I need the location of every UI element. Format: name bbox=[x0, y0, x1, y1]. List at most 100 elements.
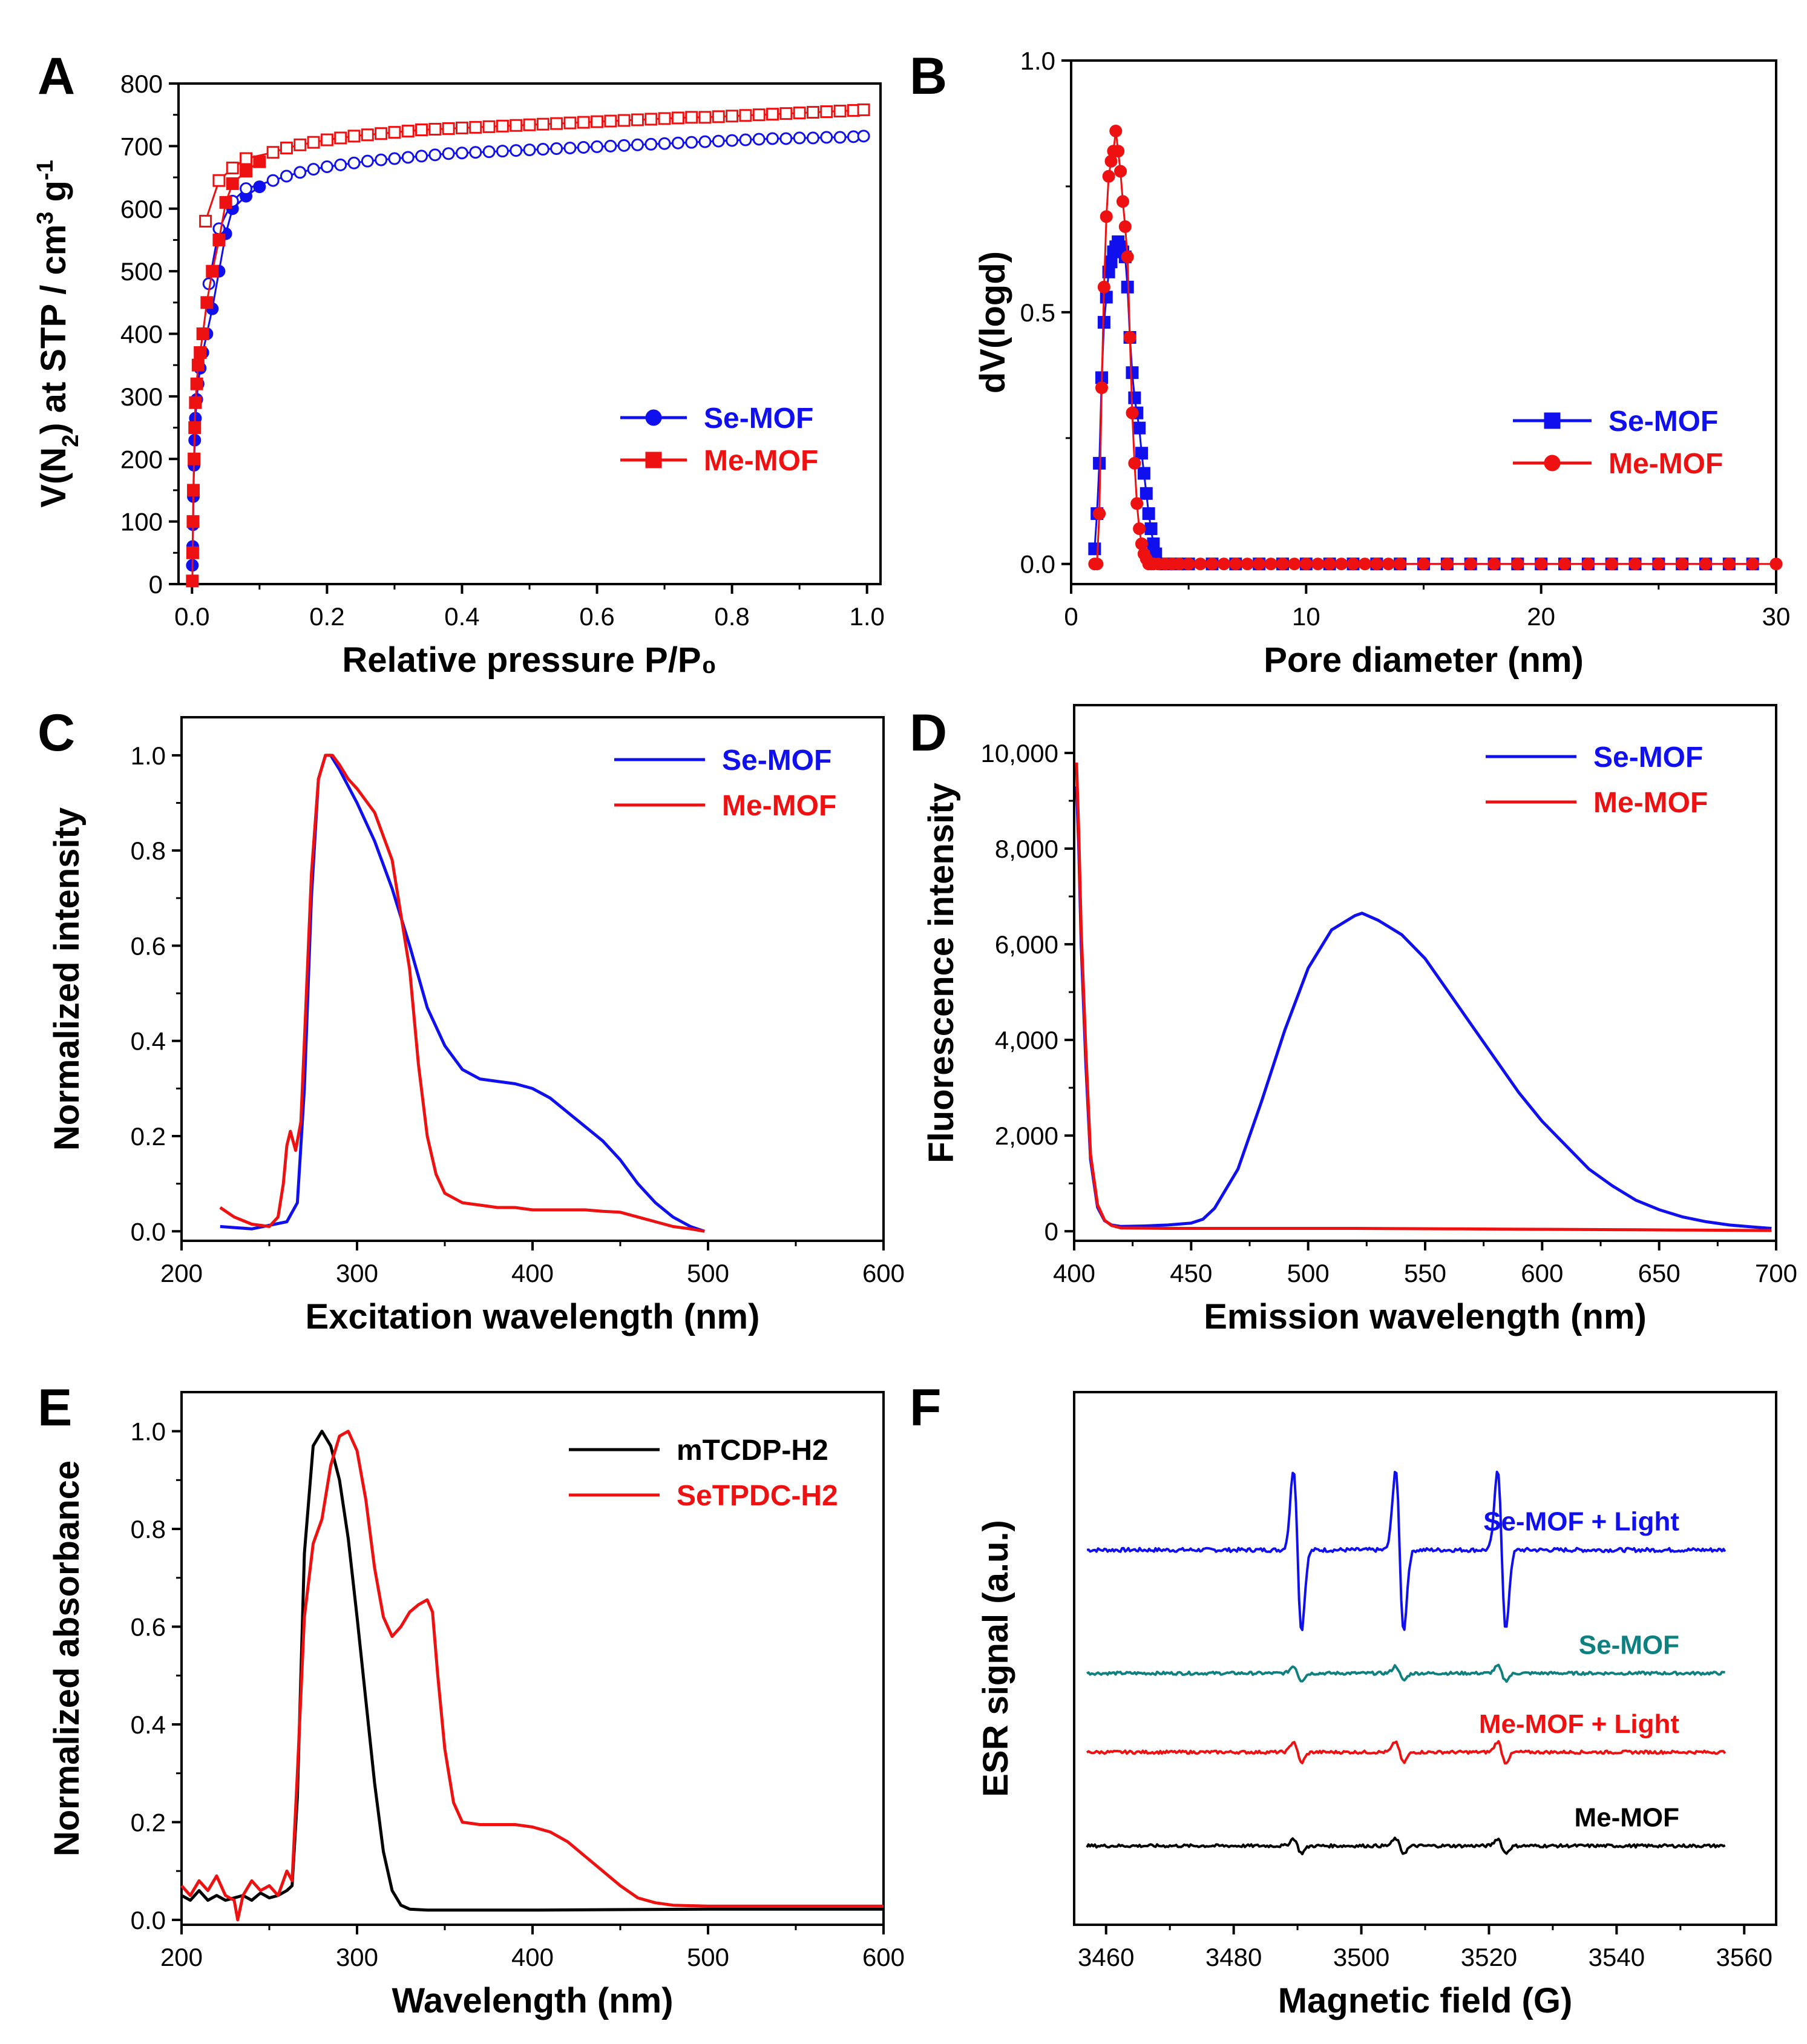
data-point-Me-MOF-desorption bbox=[577, 116, 590, 129]
data-point-Se-MOF-desorption bbox=[739, 133, 752, 146]
data-point-Me-MOF-desorption bbox=[604, 114, 617, 128]
data-point-Me-MOF-desorption bbox=[766, 108, 779, 121]
data-point-Se-MOF bbox=[1142, 507, 1155, 521]
data-point-Me-MOF-desorption bbox=[631, 113, 644, 127]
data-point-Me-MOF-desorption bbox=[833, 104, 847, 117]
x-tick-label-F: 3500 bbox=[1333, 1943, 1389, 1971]
data-point-Se-MOF bbox=[1137, 467, 1150, 480]
x-tick-label-B: 30 bbox=[1762, 602, 1791, 631]
data-point-Me-MOF-adsorption bbox=[188, 421, 202, 435]
x-tick-label-F: 3460 bbox=[1078, 1943, 1134, 1971]
data-point-Me-MOF-desorption bbox=[428, 122, 442, 136]
legend-marker-1 bbox=[1544, 455, 1561, 472]
data-point-Se-MOF-desorption bbox=[496, 145, 509, 158]
x-tick-label-D: 500 bbox=[1287, 1259, 1330, 1287]
y-axis-title-part: V(N bbox=[34, 447, 73, 508]
data-point-Me-MOF-desorption bbox=[280, 141, 293, 154]
data-point-Me-MOF-desorption bbox=[442, 122, 455, 135]
data-point-Se-MOF-desorption bbox=[347, 156, 361, 169]
legend-marker-0 bbox=[1544, 412, 1561, 429]
data-point-Se-MOF-desorption bbox=[455, 146, 468, 160]
data-point-Me-MOF-adsorption bbox=[188, 452, 201, 465]
data-point-Me-MOF-desorption bbox=[375, 127, 388, 140]
data-point-Me-MOF-adsorption bbox=[219, 196, 232, 209]
data-point-Se-MOF-desorption bbox=[469, 146, 482, 159]
data-point-Se-MOF-desorption bbox=[442, 147, 455, 160]
panel-F: F 3460 3480 3500 3520 3540 3560 Magnetic field … bbox=[910, 1379, 1777, 2020]
x-axis-title-A: Relative pressure P/P₀ bbox=[342, 640, 717, 680]
data-point-Se-MOF-desorption bbox=[698, 135, 712, 148]
y-tick-label-A: 300 bbox=[120, 383, 163, 411]
data-point-Me-MOF-adsorption bbox=[190, 377, 203, 390]
legend-marker-0 bbox=[645, 409, 662, 426]
x-tick-label-C: 600 bbox=[862, 1259, 905, 1287]
x-tick-label-A: 1.0 bbox=[849, 602, 884, 631]
legend-label-0: Se-MOF bbox=[1609, 406, 1718, 438]
data-point-Se-MOF-desorption bbox=[604, 139, 617, 153]
series-line-Me-MOF bbox=[219, 754, 705, 1233]
series-line-mTCDP-H2 bbox=[180, 1430, 884, 1912]
panel-label-D: D bbox=[910, 704, 947, 762]
data-point-Me-MOF-desorption bbox=[388, 126, 401, 139]
data-point-Me-MOF-desorption bbox=[726, 110, 739, 123]
data-point-Me-MOF-desorption bbox=[307, 136, 320, 149]
esr-trace-Me-MOF + Light bbox=[1086, 1740, 1727, 1765]
x-tick-label-F: 3480 bbox=[1205, 1943, 1262, 1971]
x-tick-label-A: 0.2 bbox=[309, 602, 344, 631]
data-point-Se-MOF-desorption bbox=[307, 163, 320, 176]
data-point-Me-MOF bbox=[1182, 557, 1195, 571]
data-point-Me-MOF-adsorption bbox=[206, 265, 219, 278]
data-point-Me-MOF-desorption bbox=[320, 133, 333, 146]
data-point-Me-MOF bbox=[1346, 557, 1360, 571]
data-point-Me-MOF bbox=[1093, 507, 1106, 521]
data-point-Me-MOF-desorption bbox=[482, 120, 496, 133]
y-axis-title-A: V(N2) at STP / cm3 g-1 bbox=[33, 160, 84, 508]
data-point-Se-MOF-desorption bbox=[857, 130, 870, 143]
y-axis-title-part: ) at STP / cm bbox=[34, 225, 73, 435]
data-point-Me-MOF bbox=[1487, 557, 1501, 571]
y-tick-label-A: 100 bbox=[120, 508, 163, 536]
x-tick-label-E: 200 bbox=[160, 1943, 203, 1971]
data-point-Me-MOF bbox=[1535, 557, 1548, 571]
data-point-Se-MOF-adsorption bbox=[253, 180, 266, 194]
data-point-Se-MOF bbox=[1133, 421, 1146, 435]
data-point-Me-MOF-desorption bbox=[469, 120, 482, 134]
data-point-Se-MOF-desorption bbox=[631, 138, 644, 151]
data-point-Me-MOF bbox=[1605, 557, 1618, 571]
y-tick-label-C: 0.4 bbox=[131, 1027, 166, 1056]
data-point-Me-MOF bbox=[1229, 557, 1242, 571]
data-point-Se-MOF-desorption bbox=[644, 137, 658, 151]
y-axis-title-F: ESR signal (a.u.) bbox=[976, 1520, 1015, 1797]
y-tick-label-E: 1.0 bbox=[131, 1418, 166, 1446]
data-point-Se-MOF bbox=[1135, 447, 1148, 460]
series-line-Me-MOF bbox=[1075, 762, 1772, 1232]
panel-D: D 400 450 500 550 600 650 700 0 2,000 4,000 6,000 8,… bbox=[910, 704, 1797, 1336]
y-tick-label-D: 10,000 bbox=[981, 739, 1058, 767]
data-point-Me-MOF bbox=[1370, 557, 1383, 571]
legend-label-1: SeTPDC-H2 bbox=[677, 1480, 838, 1512]
data-point-Me-MOF-desorption bbox=[361, 128, 374, 142]
data-point-Me-MOF-desorption bbox=[671, 111, 684, 125]
data-point-Se-MOF-desorption bbox=[280, 169, 293, 183]
data-point-Me-MOF-desorption bbox=[294, 138, 307, 151]
data-point-Me-MOF-desorption bbox=[658, 112, 671, 125]
x-tick-label-F: 3520 bbox=[1461, 1943, 1517, 1971]
data-point-Me-MOF bbox=[1126, 406, 1139, 419]
data-point-Se-MOF-desorption bbox=[482, 145, 496, 159]
y-tick-label-C: 1.0 bbox=[131, 741, 166, 770]
y-tick-label-E: 0.6 bbox=[131, 1613, 166, 1641]
y-tick-label-A: 400 bbox=[120, 320, 163, 349]
data-point-Me-MOF-adsorption bbox=[186, 574, 199, 588]
esr-trace-Me-MOF bbox=[1086, 1836, 1726, 1856]
legend-label-1: Me-MOF bbox=[704, 445, 818, 477]
y-tick-label-D: 4,000 bbox=[995, 1026, 1058, 1054]
data-point-Me-MOF-desorption bbox=[857, 103, 870, 116]
y-tick-label-B: 1.0 bbox=[1020, 47, 1055, 75]
data-point-Me-MOF bbox=[1558, 557, 1571, 571]
data-point-Se-MOF-desorption bbox=[550, 142, 563, 156]
panel-label-A: A bbox=[38, 47, 75, 105]
data-point-Me-MOF bbox=[1097, 280, 1110, 294]
x-tick-label-C: 500 bbox=[687, 1259, 729, 1287]
data-point-Me-MOF-desorption bbox=[496, 119, 509, 133]
data-point-Me-MOF-adsorption bbox=[200, 296, 214, 309]
